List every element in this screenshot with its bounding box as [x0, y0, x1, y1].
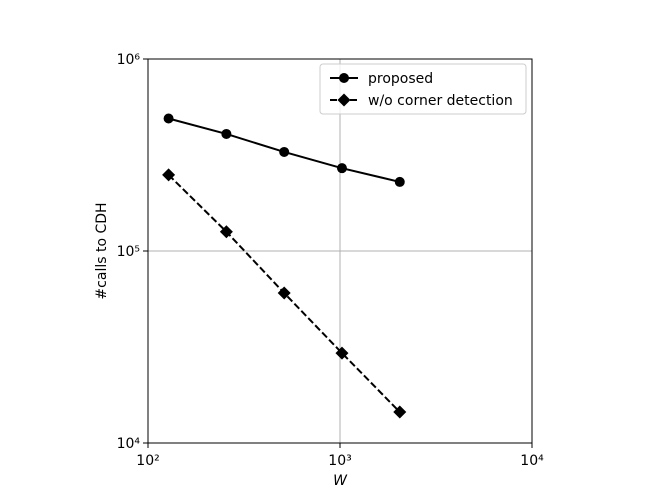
x-tick-label: 10⁴	[520, 453, 544, 469]
legend-label: proposed	[368, 71, 433, 87]
legend-marker	[339, 73, 349, 83]
y-tick-label: 10⁶	[117, 52, 141, 68]
data-point	[336, 163, 347, 174]
data-point	[394, 176, 405, 187]
legend-box	[319, 63, 527, 115]
y-tick-label: 10⁵	[117, 244, 140, 260]
plot-frame	[147, 58, 533, 444]
data-point	[162, 168, 176, 182]
data-point	[393, 405, 407, 419]
data-point	[163, 113, 174, 124]
data-point	[277, 286, 291, 300]
x-axis-label: W	[333, 473, 348, 489]
legend-marker	[337, 93, 351, 107]
x-tick-label: 10³	[328, 453, 351, 469]
legend-label: w/o corner detection	[368, 93, 513, 109]
data-point	[219, 225, 233, 239]
y-tick-label: 10⁴	[117, 436, 141, 452]
x-tick-label: 10²	[136, 453, 159, 469]
y-axis-label: #calls to CDH	[94, 202, 110, 299]
data-point	[279, 146, 290, 157]
data-point	[335, 346, 349, 360]
data-point	[221, 128, 232, 139]
